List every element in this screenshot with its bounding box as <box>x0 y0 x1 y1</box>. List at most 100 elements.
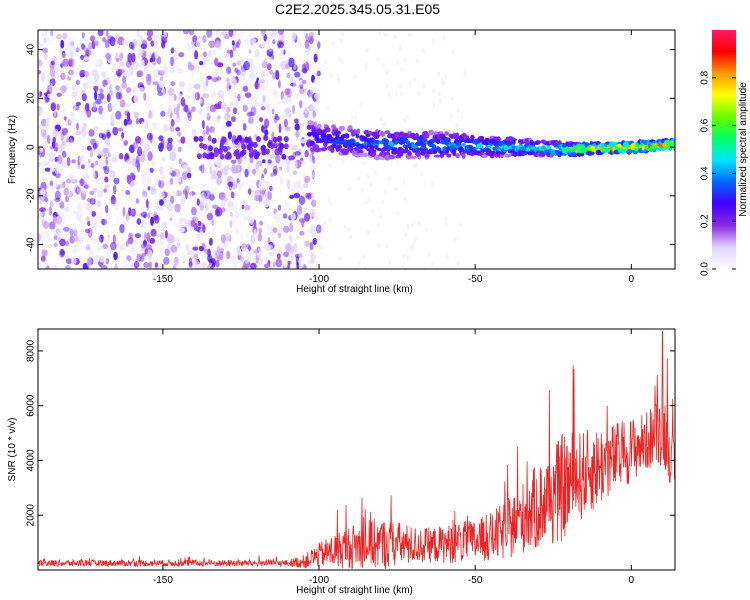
noise-speck <box>161 156 166 162</box>
noise-speck <box>131 174 136 180</box>
noise-speck <box>59 238 66 247</box>
noise-speck <box>79 139 82 144</box>
noise-speck <box>52 264 57 269</box>
noise-speck <box>383 189 387 195</box>
noise-speck <box>288 57 295 68</box>
noise-speck <box>403 196 407 202</box>
noise-speck <box>287 260 291 269</box>
noise-speck <box>48 206 53 216</box>
noise-speck <box>197 220 202 227</box>
noise-speck <box>38 161 41 167</box>
noise-speck <box>191 106 196 112</box>
noise-speck <box>459 222 463 228</box>
signal-blob <box>237 134 243 141</box>
colorbar-tick-label: 0.0 <box>700 262 711 276</box>
noise-speck <box>204 112 208 118</box>
noise-speck <box>77 245 82 252</box>
noise-speck <box>96 246 103 251</box>
signal-blob <box>246 144 252 151</box>
noise-speck <box>62 58 69 67</box>
noise-speck <box>73 85 79 96</box>
noise-speck <box>62 158 66 168</box>
noise-speck <box>288 235 293 241</box>
noise-speck <box>66 36 74 45</box>
signal-blob <box>202 152 208 159</box>
noise-speck <box>276 213 283 223</box>
noise-speck <box>134 233 141 239</box>
noise-speck <box>233 166 240 174</box>
noise-speck <box>110 113 115 124</box>
noise-speck <box>80 127 87 137</box>
noise-speck <box>102 38 106 43</box>
noise-speck <box>194 65 200 74</box>
noise-speck <box>200 164 205 174</box>
noise-speck <box>266 39 271 47</box>
noise-speck <box>57 229 65 238</box>
noise-speck <box>302 182 309 189</box>
noise-speck <box>141 174 147 185</box>
noise-speck <box>313 105 319 113</box>
noise-speck <box>68 58 73 67</box>
noise-speck <box>144 248 148 255</box>
noise-speck <box>351 115 355 121</box>
noise-speck <box>179 256 186 262</box>
noise-speck <box>114 263 118 269</box>
noise-speck <box>105 204 109 214</box>
noise-speck <box>128 207 132 217</box>
noise-speck <box>258 259 263 265</box>
noise-speck <box>202 93 210 98</box>
noise-speck <box>69 118 74 124</box>
noise-speck <box>141 205 146 211</box>
signal-blob <box>670 140 675 145</box>
noise-speck <box>159 76 164 82</box>
noise-speck <box>71 159 76 164</box>
noise-speck <box>298 195 306 205</box>
noise-speck <box>77 155 81 166</box>
noise-speck <box>95 98 102 105</box>
noise-speck <box>170 119 175 127</box>
noise-speck <box>409 245 413 251</box>
snr-x-tick-label: -50 <box>468 575 483 586</box>
noise-speck <box>158 79 166 89</box>
noise-speck <box>151 161 157 166</box>
signal-blob <box>252 141 258 148</box>
noise-speck <box>293 243 298 252</box>
noise-speck <box>224 112 230 121</box>
noise-speck <box>146 177 152 186</box>
noise-speck <box>141 121 145 128</box>
noise-speck <box>285 243 291 253</box>
noise-speck <box>273 208 277 214</box>
noise-speck <box>208 50 212 58</box>
noise-speck <box>119 99 126 108</box>
noise-speck <box>44 167 52 172</box>
noise-speck <box>64 265 71 269</box>
noise-speck <box>216 170 222 178</box>
noise-speck <box>307 35 314 44</box>
signal-blob <box>380 131 386 137</box>
noise-speck <box>396 210 400 216</box>
noise-speck <box>309 37 314 45</box>
noise-speck <box>38 70 42 75</box>
noise-speck <box>257 232 263 242</box>
noise-speck <box>305 33 309 42</box>
colorbar-tick-label: 0.8 <box>700 70 711 84</box>
noise-speck <box>328 217 332 223</box>
noise-speck <box>184 219 191 226</box>
noise-speck <box>173 107 180 115</box>
noise-speck <box>309 163 316 171</box>
noise-speck <box>45 122 49 131</box>
noise-speck <box>94 160 99 166</box>
noise-speck <box>260 106 266 111</box>
noise-speck <box>223 239 228 249</box>
noise-speck <box>364 200 368 206</box>
noise-speck <box>311 193 315 200</box>
noise-speck <box>59 49 62 56</box>
noise-speck <box>191 44 196 52</box>
noise-speck <box>91 40 96 50</box>
noise-speck <box>128 65 133 73</box>
signal-blob <box>244 136 250 143</box>
noise-speck <box>38 262 42 268</box>
noise-speck <box>105 138 111 147</box>
noise-speck <box>461 109 464 115</box>
noise-speck <box>74 242 78 247</box>
